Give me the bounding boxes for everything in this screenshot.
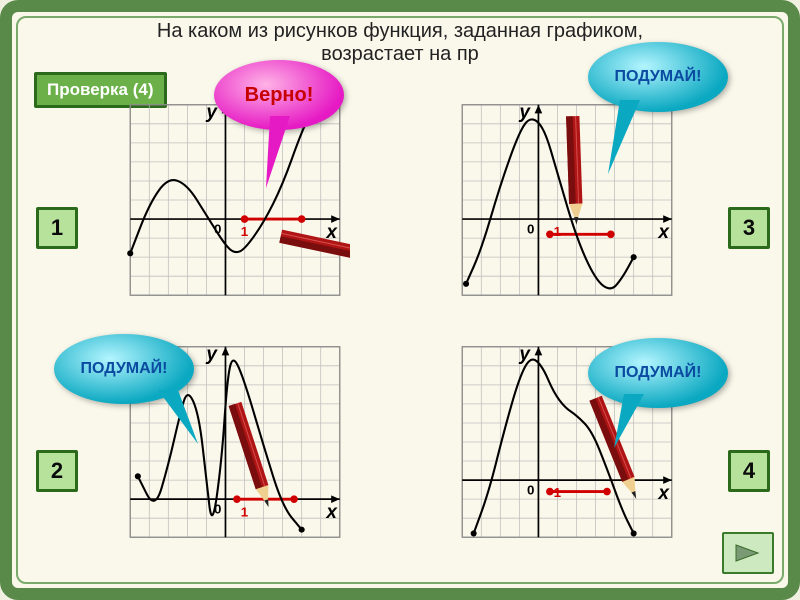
think-bubble-4: ПОДУМАЙ! (588, 338, 728, 408)
svg-text:y: y (518, 344, 531, 365)
svg-text:x: x (657, 483, 670, 504)
svg-text:0: 0 (527, 482, 534, 497)
svg-text:1: 1 (241, 504, 249, 519)
correct-label: Верно! (245, 84, 314, 107)
svg-text:0: 0 (214, 221, 221, 236)
think-label-4: ПОДУМАЙ! (615, 364, 702, 382)
svg-text:0: 0 (214, 501, 221, 516)
next-icon (734, 541, 762, 565)
svg-text:y: y (205, 344, 218, 365)
svg-text:1: 1 (554, 224, 562, 239)
graph-3-svg: 0 1 x y (452, 100, 682, 300)
answer-3-button[interactable]: 3 (728, 207, 770, 249)
svg-text:1: 1 (554, 485, 562, 500)
svg-text:y: y (518, 102, 531, 123)
svg-text:x: x (657, 222, 670, 243)
slide-frame: На каком из рисунков функция, заданная г… (0, 0, 800, 600)
next-button[interactable] (722, 532, 774, 574)
think-bubble-3-tail (606, 100, 646, 180)
think-label-3: ПОДУМАЙ! (615, 68, 702, 86)
svg-text:x: x (325, 502, 338, 523)
correct-bubble-tail (260, 116, 300, 196)
graph-1: 01xy (120, 100, 350, 300)
answer-4-button[interactable]: 4 (728, 450, 770, 492)
question-line1: На каком из рисунков функция, заданная г… (157, 20, 643, 42)
svg-text:1: 1 (241, 224, 249, 239)
answer-1-button[interactable]: 1 (36, 207, 78, 249)
question-line2: возрастает на пр (321, 43, 479, 65)
graph-1-svg: 01xy (120, 100, 350, 300)
think-label-2: ПОДУМАЙ! (81, 360, 168, 378)
svg-text:0: 0 (527, 221, 534, 236)
think-bubble-2-tail (154, 390, 204, 450)
answer-2-button[interactable]: 2 (36, 450, 78, 492)
think-bubble-4-tail (610, 394, 650, 454)
graph-3: 0 1 x y (452, 100, 682, 300)
